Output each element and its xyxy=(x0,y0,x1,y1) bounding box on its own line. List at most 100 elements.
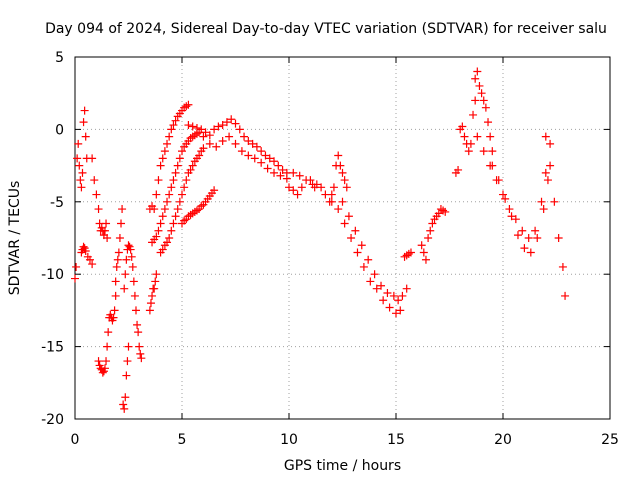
y-tick-label: -5 xyxy=(50,195,64,211)
data-point xyxy=(546,161,555,170)
data-point xyxy=(257,158,266,167)
data-point xyxy=(75,161,84,170)
series-peak-2.5h xyxy=(120,241,146,363)
series-dip-2.5h xyxy=(119,342,133,413)
data-point xyxy=(124,342,133,351)
data-point xyxy=(128,262,137,271)
data-point xyxy=(79,242,88,251)
data-point xyxy=(289,186,298,195)
plot-frame xyxy=(74,56,611,420)
series-vshape-20-21h-b xyxy=(488,161,552,257)
y-tick-label: -20 xyxy=(41,412,64,428)
data-point xyxy=(173,205,182,214)
data-point xyxy=(167,183,176,192)
data-point xyxy=(76,176,85,185)
data-point xyxy=(121,270,130,279)
series-group-18h xyxy=(451,96,480,177)
data-points xyxy=(71,67,570,413)
data-point xyxy=(130,291,139,300)
x-tick-label: 20 xyxy=(494,432,512,448)
data-point xyxy=(377,281,386,290)
data-point xyxy=(134,328,143,337)
data-point xyxy=(163,197,172,206)
data-point xyxy=(417,241,426,250)
data-point xyxy=(336,161,345,170)
data-point xyxy=(154,176,163,185)
data-point xyxy=(152,190,161,199)
y-tick-label: -10 xyxy=(41,267,64,283)
data-point xyxy=(231,139,240,148)
data-point xyxy=(406,248,415,257)
data-point xyxy=(201,128,210,137)
data-point xyxy=(327,197,336,206)
data-point xyxy=(135,342,144,351)
data-point xyxy=(263,164,272,173)
data-point xyxy=(278,165,287,174)
data-point xyxy=(131,306,140,315)
data-point xyxy=(94,205,103,214)
data-point xyxy=(507,212,516,221)
data-point xyxy=(171,116,180,125)
data-point xyxy=(150,205,159,214)
data-point xyxy=(494,176,503,185)
data-point xyxy=(383,289,392,298)
data-point xyxy=(151,277,160,286)
data-point xyxy=(100,364,109,373)
data-point xyxy=(158,154,167,163)
data-point xyxy=(205,131,214,140)
data-point xyxy=(342,183,351,192)
data-point xyxy=(152,270,161,279)
series-plateau xyxy=(184,115,291,177)
data-point xyxy=(248,139,257,148)
x-tick-label: 15 xyxy=(387,432,405,448)
data-point xyxy=(111,291,120,300)
data-point xyxy=(312,180,321,189)
series-spike-12h xyxy=(327,151,351,206)
y-axis-title: SDTVAR / TECUs xyxy=(7,181,23,296)
data-point xyxy=(205,139,214,148)
data-point xyxy=(499,190,507,199)
data-point xyxy=(122,255,131,264)
series-descent-12-15h xyxy=(327,190,405,318)
data-point xyxy=(334,205,343,214)
data-point xyxy=(112,262,121,271)
data-point xyxy=(77,183,86,192)
x-tick-label: 25 xyxy=(601,432,619,448)
data-point xyxy=(473,132,482,141)
data-point xyxy=(81,132,90,141)
data-point xyxy=(188,161,197,170)
data-point xyxy=(102,357,111,366)
data-point xyxy=(103,342,112,351)
series-curve-c xyxy=(156,144,208,257)
series-descent-12-15h-b xyxy=(338,197,411,305)
data-point xyxy=(156,219,165,228)
data-point xyxy=(160,205,169,214)
data-point xyxy=(338,197,347,206)
data-point xyxy=(351,226,360,235)
data-point xyxy=(394,296,403,305)
x-tick-label: 5 xyxy=(178,432,187,448)
data-point xyxy=(222,118,231,127)
data-point xyxy=(340,219,349,228)
data-point xyxy=(171,212,180,221)
data-point xyxy=(227,115,236,124)
data-point xyxy=(441,207,450,216)
data-point xyxy=(154,226,163,235)
data-point xyxy=(165,190,174,199)
data-point xyxy=(126,245,135,254)
data-point xyxy=(169,219,178,228)
data-point xyxy=(274,161,283,170)
data-point xyxy=(454,165,463,174)
data-point xyxy=(167,226,176,235)
data-point xyxy=(398,291,407,300)
data-point xyxy=(165,234,174,242)
data-point xyxy=(182,176,191,185)
data-point xyxy=(98,368,107,377)
data-point xyxy=(240,132,249,141)
data-point xyxy=(192,123,201,132)
data-point xyxy=(554,234,563,242)
data-point xyxy=(74,139,83,148)
data-point xyxy=(392,309,400,318)
data-point xyxy=(92,190,101,199)
data-point xyxy=(372,284,381,293)
